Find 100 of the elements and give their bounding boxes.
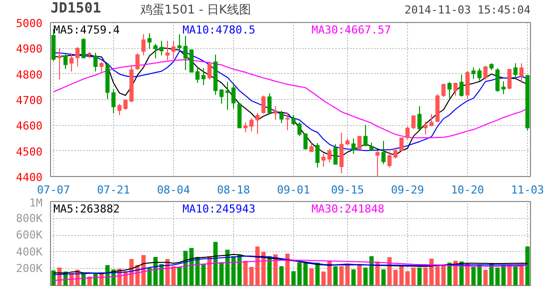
x-tick-label: 11-03 <box>510 184 544 196</box>
candlestick <box>441 83 446 98</box>
series-label: MA10:4780.5 <box>182 24 256 36</box>
candlestick <box>195 66 200 84</box>
bar <box>351 269 356 286</box>
x-tick-label: 08-18 <box>216 184 250 196</box>
candlestick <box>483 65 488 80</box>
candlestick <box>375 150 380 176</box>
y-tick-label: 4900 <box>16 42 43 56</box>
bar <box>471 266 476 286</box>
candlestick <box>165 40 170 61</box>
bar <box>333 266 338 286</box>
x-tick-label: 07-07 <box>36 184 70 196</box>
bar <box>513 266 518 286</box>
text: MA30:4667.57 <box>312 24 391 36</box>
text: MA10:245943 <box>182 202 256 216</box>
candlestick <box>465 71 470 100</box>
bar <box>435 266 440 286</box>
candlestick <box>261 95 266 114</box>
y-tick-label: 4700 <box>16 94 43 107</box>
bar <box>363 268 368 286</box>
bar <box>483 270 488 286</box>
candlestick <box>477 68 482 82</box>
candlestick <box>231 82 236 110</box>
candlestick <box>405 126 410 140</box>
y-tick-label: 4600 <box>16 120 43 133</box>
candlestick <box>363 124 368 147</box>
candlestick <box>519 62 524 84</box>
x-tick-label: 07-21 <box>96 184 130 196</box>
y-tick-label: 200K <box>16 262 43 276</box>
candlestick <box>357 136 362 150</box>
candlestick <box>297 122 302 136</box>
candlestick <box>285 112 290 131</box>
candlestick <box>207 61 212 80</box>
candlestick <box>159 40 164 56</box>
bar <box>339 266 344 286</box>
y-tick-label: 4800 <box>16 68 43 82</box>
candlestick <box>303 133 308 150</box>
candlestick <box>135 53 140 70</box>
text: 2014-11-03 15:45:04 <box>404 4 531 16</box>
series-label: MA5:4759.4 <box>54 24 120 36</box>
bar <box>381 269 386 286</box>
candlestick <box>117 103 122 116</box>
candlestick <box>189 49 194 73</box>
candlestick <box>201 68 206 86</box>
bar <box>417 268 422 286</box>
candlestick <box>315 142 320 168</box>
candlestick <box>219 88 224 104</box>
candlestick <box>111 88 116 114</box>
bar <box>201 264 206 286</box>
x-tick-label: 09-15 <box>330 184 364 196</box>
x-tick-label: 09-01 <box>276 184 310 196</box>
bar <box>393 270 398 286</box>
candlestick <box>351 138 356 154</box>
bar <box>321 272 326 286</box>
candlestick <box>495 68 500 92</box>
candlestick <box>141 34 146 56</box>
bar <box>411 268 416 286</box>
bar <box>291 271 296 286</box>
bar <box>297 262 302 286</box>
x-tick-label: 08-04 <box>156 184 190 196</box>
bar <box>345 265 350 286</box>
candlestick <box>459 74 464 98</box>
candlestick <box>513 62 518 80</box>
candlestick <box>417 106 422 130</box>
bar <box>219 262 224 286</box>
candlestick <box>69 53 74 72</box>
candlestick <box>267 92 272 114</box>
candlestick <box>255 112 260 134</box>
bar <box>525 246 530 286</box>
candlestick <box>381 140 386 165</box>
y-tick-label: 4500 <box>16 145 43 158</box>
candlestick <box>147 32 152 50</box>
y-tick-label: 400K <box>16 245 43 258</box>
chart-title: JD1501 <box>50 0 102 16</box>
candlestick <box>399 137 404 152</box>
candlestick <box>339 132 344 174</box>
y-tick-label: 600K <box>16 228 43 242</box>
x-tick-label: 09-29 <box>390 184 424 196</box>
y-tick-label: 1M <box>29 196 43 210</box>
text: MA30:241848 <box>312 202 384 216</box>
candlestick <box>327 148 332 164</box>
x-tick-label: 10-20 <box>450 184 484 196</box>
candlestick <box>99 61 104 72</box>
candlestick <box>453 82 458 96</box>
candlestick <box>447 82 452 99</box>
candlestick <box>291 114 296 126</box>
candlestick <box>183 35 188 70</box>
candlestick <box>93 52 98 72</box>
candlestick <box>75 46 80 68</box>
candlestick <box>81 38 86 59</box>
candlestick <box>243 122 248 133</box>
candlestick <box>501 80 506 95</box>
candlestick <box>321 153 326 168</box>
bar <box>279 266 284 286</box>
bar <box>423 268 428 286</box>
candlestick <box>429 114 434 127</box>
candlestick <box>507 68 512 90</box>
bar <box>249 266 254 286</box>
y-tick-label: 4400 <box>16 171 43 184</box>
